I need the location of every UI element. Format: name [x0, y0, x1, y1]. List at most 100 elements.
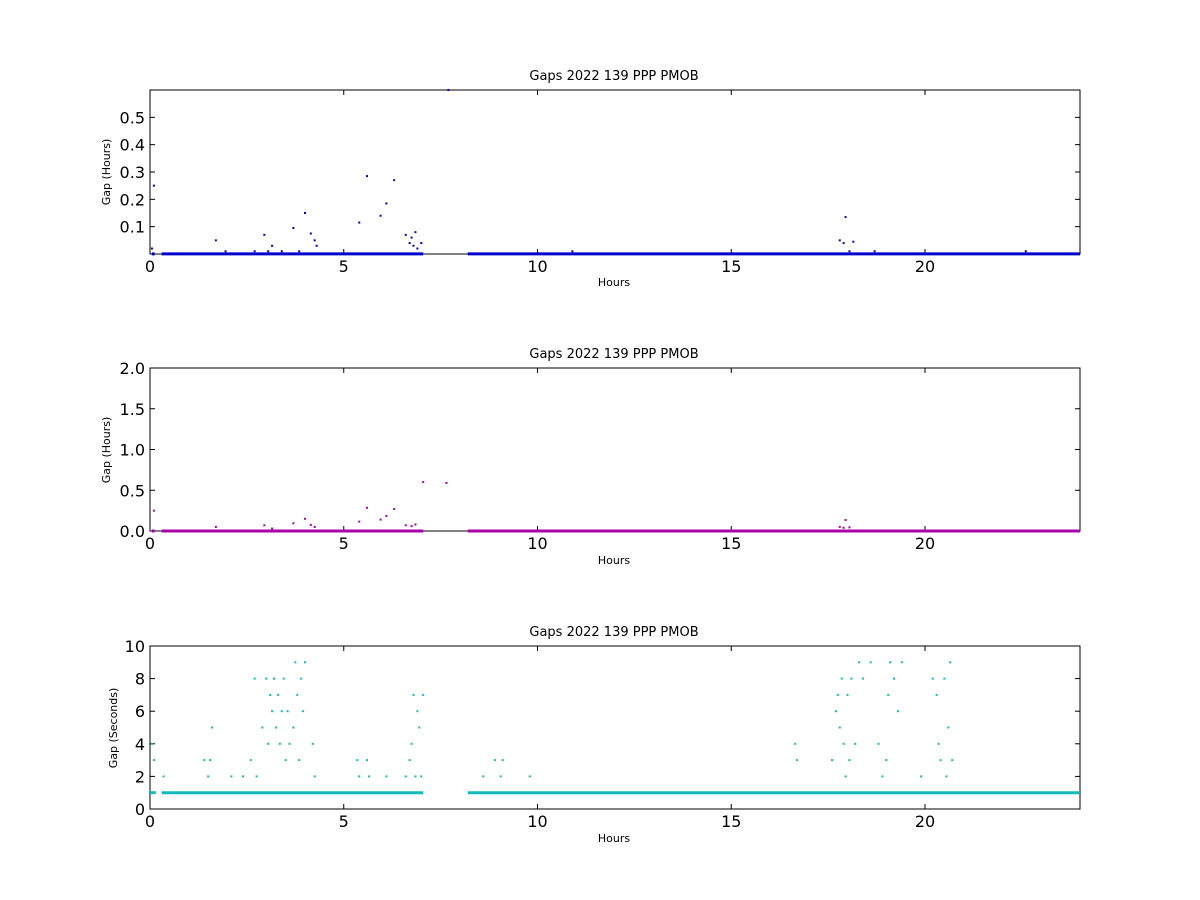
data-point: [410, 742, 413, 745]
data-point: [230, 775, 233, 778]
data-point: [499, 775, 502, 778]
y-tick-label: 0: [135, 800, 145, 819]
y-tick-label: 1.5: [120, 400, 145, 419]
data-point: [304, 212, 306, 214]
data-point: [410, 525, 413, 528]
data-point: [271, 710, 274, 713]
data-point: [422, 693, 425, 696]
data-point: [404, 524, 407, 527]
x-tick-label: 10: [527, 257, 547, 276]
data-point: [900, 661, 903, 664]
data-point: [379, 518, 382, 521]
data-point: [311, 742, 314, 745]
data-point: [313, 525, 316, 528]
data-point: [414, 231, 417, 234]
data-point: [304, 517, 306, 520]
data-point: [211, 726, 213, 729]
data-point: [214, 525, 217, 528]
data-points: [150, 661, 1080, 795]
x-tick-label: 5: [339, 812, 349, 831]
data-point: [937, 742, 940, 745]
data-point: [203, 759, 206, 762]
x-tick-label: 20: [915, 534, 935, 553]
x-tick-label: 15: [721, 257, 741, 276]
data-point: [296, 693, 299, 696]
data-point: [420, 775, 423, 778]
data-point: [887, 693, 890, 696]
data-point: [885, 759, 888, 762]
y-axis-label: Gap (Hours): [100, 417, 113, 484]
data-point: [420, 242, 423, 245]
y-axis-ticks: 0 2 4 6 8 10: [125, 637, 1080, 819]
data-point: [881, 775, 884, 778]
data-point: [150, 247, 153, 250]
data-point: [844, 216, 847, 219]
x-tick-label: 10: [527, 534, 547, 553]
data-point: [385, 775, 388, 778]
y-tick-label: 0.4: [120, 136, 145, 155]
data-point: [838, 239, 841, 242]
data-point: [412, 244, 415, 247]
data-point: [414, 775, 417, 778]
data-point: [313, 239, 316, 242]
data-points: [151, 481, 1080, 533]
data-point: [852, 240, 855, 243]
data-point: [288, 742, 291, 745]
x-axis-label: Hours: [598, 832, 630, 845]
x-tick-label: 0: [145, 812, 155, 831]
x-tick-label: 15: [721, 812, 741, 831]
y-tick-label: 0.5: [120, 481, 145, 500]
data-point: [896, 710, 899, 713]
data-point: [292, 726, 295, 729]
data-point: [854, 742, 857, 745]
data-point: [284, 759, 287, 762]
data-point: [278, 742, 281, 745]
y-tick-label: 0.2: [120, 190, 145, 209]
data-point: [207, 775, 210, 778]
data-point: [831, 759, 833, 762]
data-point: [862, 677, 864, 680]
data-point: [309, 523, 312, 526]
data-point: [877, 742, 880, 745]
data-point: [422, 481, 425, 484]
data-point: [152, 184, 155, 187]
data-point: [412, 693, 415, 696]
data-point: [300, 677, 303, 680]
x-tick-label: 0: [145, 257, 155, 276]
data-point: [418, 726, 421, 729]
chart-title: Gaps 2022 139 PPP PMOB: [529, 625, 698, 640]
data-point: [842, 242, 845, 245]
x-tick-label: 20: [915, 812, 935, 831]
x-axis-label: Hours: [598, 554, 630, 567]
chart-title: Gaps 2022 139 PPP PMOB: [529, 347, 698, 362]
data-point: [209, 759, 212, 762]
data-point: [848, 250, 851, 253]
data-point: [949, 661, 952, 664]
data-point: [844, 775, 847, 778]
data-point: [1024, 250, 1027, 253]
data-point: [152, 759, 155, 762]
data-point: [947, 726, 950, 729]
data-point: [889, 661, 892, 664]
x-tick-label: 5: [339, 534, 349, 553]
data-point: [261, 726, 264, 729]
data-point: [840, 677, 843, 680]
x-axis-label: Hours: [598, 276, 630, 289]
data-point: [414, 523, 417, 526]
x-axis-ticks: 0 5 10 15 20: [145, 90, 935, 276]
data-point: [294, 661, 297, 664]
data-point: [945, 775, 948, 778]
data-point: [356, 759, 359, 762]
data-point: [869, 661, 872, 664]
data-point: [842, 526, 845, 529]
data-point: [445, 481, 448, 484]
data-point: [848, 759, 851, 762]
data-point: [253, 677, 256, 680]
x-tick-label: 15: [721, 534, 741, 553]
data-point: [366, 175, 368, 178]
plot-frame: [149, 89, 1081, 255]
data-point: [271, 527, 274, 530]
plot-frame: [149, 367, 1081, 532]
